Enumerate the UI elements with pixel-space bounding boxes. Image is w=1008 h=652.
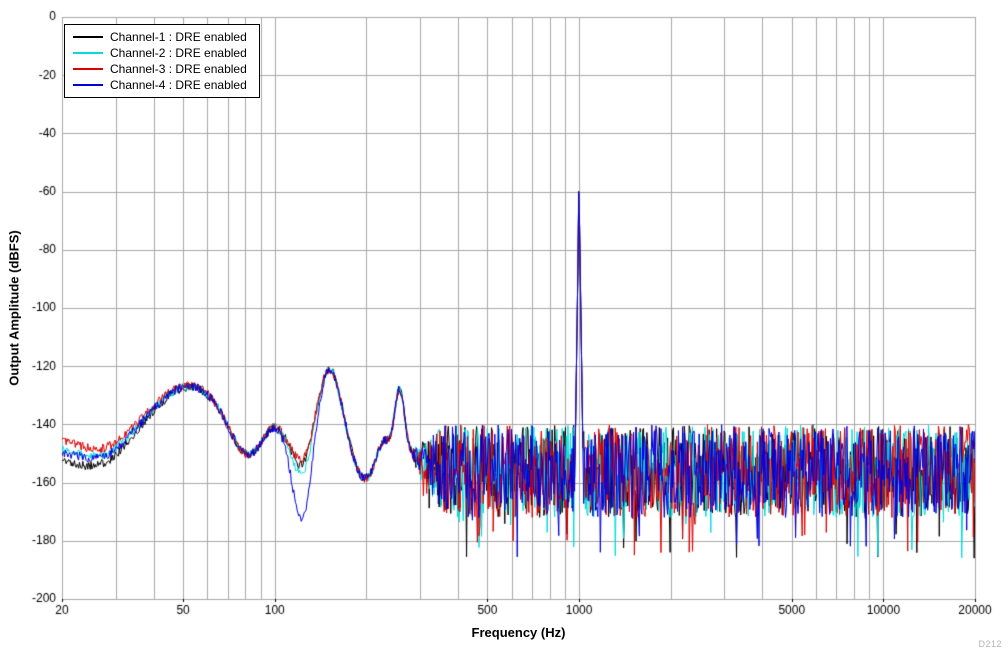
legend: Channel-1 : DRE enabled Channel-2 : DRE … — [64, 24, 260, 98]
x-axis-title: Frequency (Hz) — [471, 625, 566, 640]
legend-line-swatch-channel-3 — [73, 68, 103, 70]
legend-item-channel-2: Channel-2 : DRE enabled — [73, 45, 247, 61]
legend-label-channel-1: Channel-1 : DRE enabled — [110, 30, 247, 44]
watermark: D212 — [978, 639, 1002, 649]
legend-item-channel-3: Channel-3 : DRE enabled — [73, 61, 247, 77]
legend-item-channel-4: Channel-4 : DRE enabled — [73, 77, 247, 93]
legend-line-swatch-channel-1 — [73, 36, 103, 38]
legend-label-channel-2: Channel-2 : DRE enabled — [110, 46, 247, 60]
legend-line-swatch-channel-4 — [73, 84, 103, 86]
legend-item-channel-1: Channel-1 : DRE enabled — [73, 29, 247, 45]
y-axis-title: Output Amplitude (dBFS) — [6, 230, 22, 386]
legend-label-channel-3: Channel-3 : DRE enabled — [110, 62, 247, 76]
legend-label-channel-4: Channel-4 : DRE enabled — [110, 78, 247, 92]
legend-line-swatch-channel-2 — [73, 52, 103, 54]
